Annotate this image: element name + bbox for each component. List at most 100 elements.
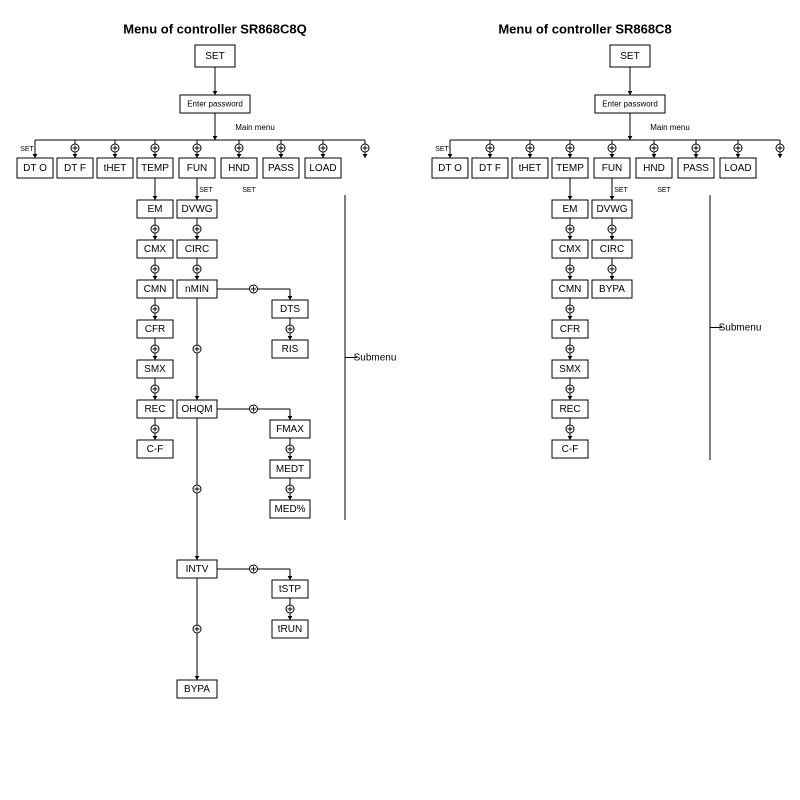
- node-circ-label: CIRC: [600, 244, 624, 255]
- diagram-title: Menu of controller SR868C8Q: [123, 21, 306, 36]
- password-node-label: Enter password: [602, 100, 658, 109]
- node-em-label: EM: [148, 204, 163, 215]
- node-circ-label: CIRC: [185, 244, 209, 255]
- node-bypa-label: BYPA: [599, 284, 625, 295]
- mainmenu-dtf-label: DT F: [64, 163, 86, 174]
- arrowhead: [568, 356, 573, 360]
- set-node-label: SET: [205, 51, 224, 62]
- arrowhead: [321, 154, 326, 158]
- set-node-label: SET: [620, 51, 639, 62]
- node-dvwg-label: DVWG: [181, 204, 212, 215]
- arrowhead: [213, 91, 218, 95]
- arrowhead: [568, 316, 573, 320]
- arrowhead: [113, 154, 118, 158]
- node-cmx-label: CMX: [144, 244, 167, 255]
- arrowhead: [610, 196, 615, 200]
- arrowhead: [363, 154, 368, 158]
- node-ris-label: RIS: [282, 344, 299, 355]
- arrowhead: [237, 154, 242, 158]
- node-dts-label: DTS: [280, 304, 300, 315]
- arrowhead: [448, 154, 453, 158]
- edge-label: SET: [614, 187, 628, 194]
- arrowhead: [610, 154, 615, 158]
- arrowhead: [610, 236, 615, 240]
- arrowhead: [488, 154, 493, 158]
- arrowhead: [288, 576, 293, 580]
- submenu-label: Submenu: [354, 353, 397, 364]
- mainmenu-hnd-label: HND: [643, 163, 665, 174]
- mainmenu-thet-label: tHET: [519, 163, 542, 174]
- password-node-label: Enter password: [187, 100, 243, 109]
- arrowhead: [153, 236, 158, 240]
- arrowhead: [195, 556, 200, 560]
- mainmenu-thet-label: tHET: [104, 163, 127, 174]
- arrowhead: [153, 276, 158, 280]
- node-rec-label: REC: [559, 404, 580, 415]
- arrowhead: [153, 396, 158, 400]
- node-smx-label: SMX: [144, 364, 166, 375]
- arrowhead: [628, 91, 633, 95]
- arrowhead: [195, 276, 200, 280]
- arrowhead: [279, 154, 284, 158]
- node-medt-label: MEDT: [276, 464, 304, 475]
- node-smx-label: SMX: [559, 364, 581, 375]
- mainmenu-dto-label: DT O: [23, 163, 47, 174]
- arrowhead: [153, 356, 158, 360]
- node-bypa-label: BYPA: [184, 684, 210, 695]
- node-em-label: EM: [563, 204, 578, 215]
- node-trun-label: tRUN: [278, 624, 302, 635]
- arrowhead: [610, 276, 615, 280]
- arrowhead: [568, 196, 573, 200]
- arrowhead: [195, 236, 200, 240]
- node-c-f-label: C-F: [147, 444, 164, 455]
- submenu-label: Submenu: [719, 323, 762, 334]
- diagram-title: Menu of controller SR868C8: [498, 21, 671, 36]
- arrowhead: [628, 136, 633, 140]
- arrowhead: [652, 154, 657, 158]
- mainmenu-pass-label: PASS: [683, 163, 709, 174]
- mainmenu-load-label: LOAD: [724, 163, 751, 174]
- node-tstp-label: tSTP: [279, 584, 302, 595]
- node-cfr-label: CFR: [145, 324, 166, 335]
- node-fmax-label: FMAX: [276, 424, 304, 435]
- edge-label: SET: [435, 146, 449, 153]
- arrowhead: [153, 196, 158, 200]
- arrowhead: [694, 154, 699, 158]
- node-med%-label: MED%: [274, 504, 305, 515]
- mainmenu-load-label: LOAD: [309, 163, 336, 174]
- node-rec-label: REC: [144, 404, 165, 415]
- mainmenu-label: Main menu: [650, 123, 690, 132]
- arrowhead: [213, 136, 218, 140]
- arrowhead: [288, 296, 293, 300]
- arrowhead: [195, 154, 200, 158]
- arrowhead: [288, 416, 293, 420]
- mainmenu-fun-label: FUN: [602, 163, 623, 174]
- arrowhead: [736, 154, 741, 158]
- arrowhead: [195, 396, 200, 400]
- arrowhead: [528, 154, 533, 158]
- mainmenu-hnd-label: HND: [228, 163, 250, 174]
- mainmenu-dtf-label: DT F: [479, 163, 501, 174]
- arrowhead: [288, 616, 293, 620]
- mainmenu-label: Main menu: [235, 123, 275, 132]
- arrowhead: [288, 456, 293, 460]
- edge-label: SET: [20, 146, 34, 153]
- node-cfr-label: CFR: [560, 324, 581, 335]
- node-intv-label: INTV: [186, 564, 209, 575]
- arrowhead: [568, 236, 573, 240]
- node-c-f-label: C-F: [562, 444, 579, 455]
- arrowhead: [288, 336, 293, 340]
- node-ohqm-label: OHQM: [181, 404, 212, 415]
- edge-label: SET: [199, 187, 213, 194]
- arrowhead: [153, 154, 158, 158]
- arrowhead: [288, 496, 293, 500]
- edge-label: SET: [242, 187, 256, 194]
- edge-label: SET: [657, 187, 671, 194]
- arrowhead: [568, 276, 573, 280]
- arrowhead: [568, 154, 573, 158]
- arrowhead: [195, 196, 200, 200]
- mainmenu-fun-label: FUN: [187, 163, 208, 174]
- arrowhead: [568, 436, 573, 440]
- diagram-canvas: Menu of controller SR868C8Q SET Enter pass…: [0, 0, 800, 800]
- node-cmx-label: CMX: [559, 244, 582, 255]
